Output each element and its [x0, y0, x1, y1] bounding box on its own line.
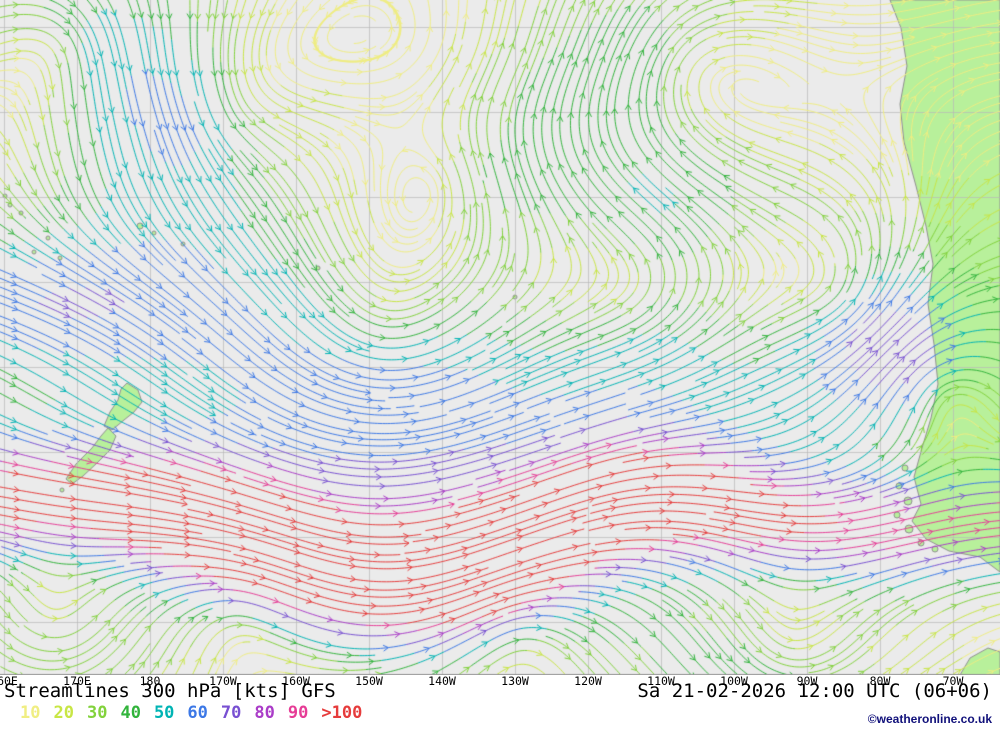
legend-value: 40 — [120, 703, 141, 723]
legend-value: 30 — [86, 703, 108, 723]
legend-value: 70 — [220, 703, 242, 723]
legend-value: 60 — [187, 703, 208, 723]
legend: 10 20 30 40 50 60 70 80 90 >100 — [20, 703, 375, 723]
lon-label: 120W — [574, 674, 602, 688]
map-datetime: Sa 21-02-2026 12:00 UTC (06+06) — [637, 680, 992, 702]
lon-label: 100W — [720, 674, 748, 688]
streamline-map — [0, 0, 1000, 675]
lon-label: 150W — [355, 674, 383, 688]
lon-label: 80W — [869, 674, 891, 688]
lon-label: 90W — [796, 674, 818, 688]
lon-label: 110W — [647, 674, 675, 688]
legend-value: 20 — [53, 703, 74, 723]
lon-label: 160W — [282, 674, 310, 688]
legend-value: 10 — [20, 703, 41, 723]
copyright-link[interactable]: ©weatheronline.co.uk — [867, 712, 992, 726]
legend-value: >100 — [321, 703, 363, 723]
lon-label: 130W — [501, 674, 529, 688]
map-title: Streamlines 300 hPa [kts] GFS — [4, 680, 336, 702]
legend-value: 90 — [287, 703, 309, 723]
lon-label: 70W — [942, 674, 964, 688]
legend-value: 80 — [254, 703, 275, 723]
legend-value: 50 — [153, 703, 175, 723]
lon-axis: 160E 170E 180 170W 160W 150W 140W 130W 120W 110W 1… — [0, 674, 1000, 688]
lon-label: 140W — [428, 674, 456, 688]
lon-label: 170W — [209, 674, 237, 688]
lon-label: 180 — [139, 674, 161, 688]
lon-label: 170E — [63, 674, 91, 688]
lon-label: 160E — [0, 674, 18, 688]
